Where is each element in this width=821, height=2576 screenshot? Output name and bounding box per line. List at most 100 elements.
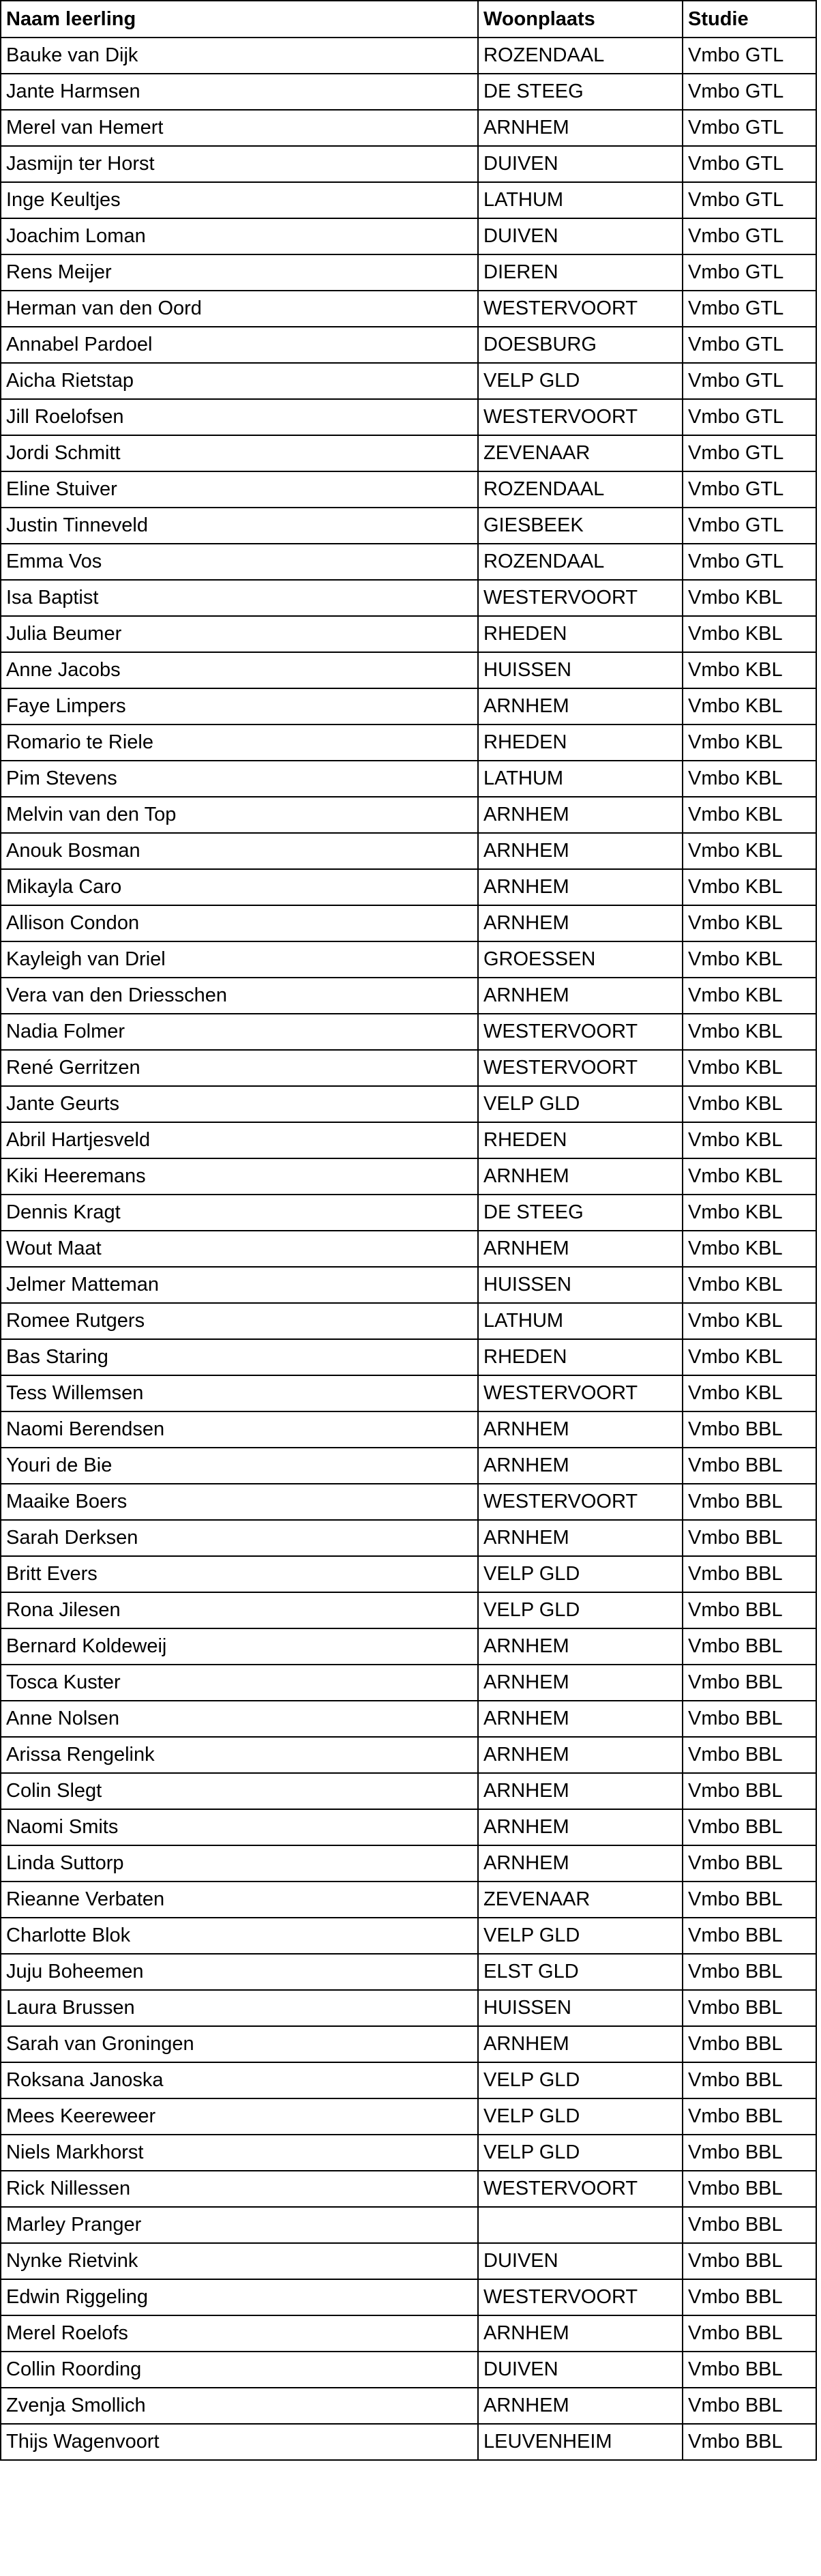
table-row[interactable]: Jante Harmsen DE STEEG Vmbo GTL — [0, 73, 817, 111]
table-row[interactable]: Annabel Pardoel DOESBURG Vmbo GTL — [0, 326, 817, 364]
table-row[interactable]: Rens Meijer DIEREN Vmbo GTL — [0, 254, 817, 291]
table-row[interactable]: Julia Beumer RHEDEN Vmbo KBL — [0, 615, 817, 653]
table-row[interactable]: Bauke van Dijk ROZENDAAL Vmbo GTL — [0, 37, 817, 74]
cell-study-program: Vmbo KBL — [682, 1158, 817, 1195]
cell-student-name: Kayleigh van Driel — [0, 941, 479, 978]
table-row[interactable]: Kiki Heeremans ARNHEM Vmbo KBL — [0, 1158, 817, 1195]
table-row[interactable]: René Gerritzen WESTERVOORT Vmbo KBL — [0, 1049, 817, 1087]
table-row[interactable]: Sarah Derksen ARNHEM Vmbo BBL — [0, 1519, 817, 1557]
table-row[interactable]: Nadia Folmer WESTERVOORT Vmbo KBL — [0, 1013, 817, 1051]
table-row[interactable]: Mees Keereweer VELP GLD Vmbo BBL — [0, 2098, 817, 2135]
cell-student-name: Rona Jilesen — [0, 1592, 479, 1629]
cell-city: ARNHEM — [477, 1772, 683, 1810]
table-row[interactable]: Eline Stuiver ROZENDAAL Vmbo GTL — [0, 471, 817, 508]
cell-study-program: Vmbo KBL — [682, 760, 817, 797]
table-row[interactable]: Bernard Koldeweij ARNHEM Vmbo BBL — [0, 1628, 817, 1665]
cell-student-name: Anne Nolsen — [0, 1700, 479, 1738]
table-row[interactable]: Youri de Bie ARNHEM Vmbo BBL — [0, 1447, 817, 1484]
table-row[interactable]: Linda Suttorp ARNHEM Vmbo BBL — [0, 1845, 817, 1882]
cell-study-program: Vmbo KBL — [682, 688, 817, 725]
cell-city: VELP GLD — [477, 2134, 683, 2171]
cell-student-name: Rieanne Verbaten — [0, 1881, 479, 1918]
table-row[interactable]: Edwin Riggeling WESTERVOORT Vmbo BBL — [0, 2279, 817, 2316]
table-row[interactable]: Wout Maat ARNHEM Vmbo KBL — [0, 1230, 817, 1268]
table-row[interactable]: Tess Willemsen WESTERVOORT Vmbo KBL — [0, 1375, 817, 1412]
table-row[interactable]: Inge Keultjes LATHUM Vmbo GTL — [0, 181, 817, 219]
table-row[interactable]: Jasmijn ter Horst DUIVEN Vmbo GTL — [0, 145, 817, 183]
cell-city: DUIVEN — [477, 145, 683, 183]
table-row[interactable]: Rick Nillessen WESTERVOORT Vmbo BBL — [0, 2170, 817, 2208]
table-row[interactable]: Emma Vos ROZENDAAL Vmbo GTL — [0, 543, 817, 581]
table-row[interactable]: Maaike Boers WESTERVOORT Vmbo BBL — [0, 1483, 817, 1521]
table-row[interactable]: Naomi Berendsen ARNHEM Vmbo BBL — [0, 1411, 817, 1448]
table-row[interactable]: Romario te Riele RHEDEN Vmbo KBL — [0, 724, 817, 761]
table-row[interactable]: Merel van Hemert ARNHEM Vmbo GTL — [0, 109, 817, 147]
cell-city: ARNHEM — [477, 2315, 683, 2352]
cell-city: DE STEEG — [477, 1194, 683, 1231]
cell-city: VELP GLD — [477, 1917, 683, 1955]
table-row[interactable]: Faye Limpers ARNHEM Vmbo KBL — [0, 688, 817, 725]
cell-study-program: Vmbo BBL — [682, 2387, 817, 2425]
table-row[interactable]: Allison Condon ARNHEM Vmbo KBL — [0, 905, 817, 942]
table-row[interactable]: Charlotte Blok VELP GLD Vmbo BBL — [0, 1917, 817, 1955]
table-row[interactable]: Isa Baptist WESTERVOORT Vmbo KBL — [0, 579, 817, 617]
table-row[interactable]: Mikayla Caro ARNHEM Vmbo KBL — [0, 868, 817, 906]
cell-city: RHEDEN — [477, 1338, 683, 1376]
table-row[interactable]: Naomi Smits ARNHEM Vmbo BBL — [0, 1809, 817, 1846]
table-row[interactable]: Melvin van den Top ARNHEM Vmbo KBL — [0, 796, 817, 834]
column-header-city[interactable]: Woonplaats — [477, 0, 683, 38]
cell-student-name: Kiki Heeremans — [0, 1158, 479, 1195]
table-row[interactable]: Britt Evers VELP GLD Vmbo BBL — [0, 1555, 817, 1593]
table-row[interactable]: Joachim Loman DUIVEN Vmbo GTL — [0, 218, 817, 255]
table-row[interactable]: Zvenja Smollich ARNHEM Vmbo BBL — [0, 2387, 817, 2425]
table-row[interactable]: Colin Slegt ARNHEM Vmbo BBL — [0, 1772, 817, 1810]
table-row[interactable]: Bas Staring RHEDEN Vmbo KBL — [0, 1338, 817, 1376]
table-row[interactable]: Thijs Wagenvoort LEUVENHEIM Vmbo BBL — [0, 2423, 817, 2461]
cell-student-name: Romee Rutgers — [0, 1302, 479, 1340]
table-row[interactable]: Romee Rutgers LATHUM Vmbo KBL — [0, 1302, 817, 1340]
cell-study-program: Vmbo BBL — [682, 1592, 817, 1629]
table-row[interactable]: Anne Nolsen ARNHEM Vmbo BBL — [0, 1700, 817, 1738]
cell-study-program: Vmbo BBL — [682, 1736, 817, 1774]
table-row[interactable]: Anouk Bosman ARNHEM Vmbo KBL — [0, 832, 817, 870]
table-row[interactable]: Jelmer Matteman HUISSEN Vmbo KBL — [0, 1266, 817, 1304]
table-row[interactable]: Rona Jilesen VELP GLD Vmbo BBL — [0, 1592, 817, 1629]
table-row[interactable]: Marley Pranger Vmbo BBL — [0, 2206, 817, 2244]
table-row[interactable]: Dennis Kragt DE STEEG Vmbo KBL — [0, 1194, 817, 1231]
table-row[interactable]: Vera van den Driesschen ARNHEM Vmbo KBL — [0, 977, 817, 1014]
column-header-name[interactable]: Naam leerling — [0, 0, 479, 38]
cell-city: ARNHEM — [477, 1447, 683, 1484]
cell-student-name: Rens Meijer — [0, 254, 479, 291]
table-row[interactable]: Tosca Kuster ARNHEM Vmbo BBL — [0, 1664, 817, 1701]
cell-city: ARNHEM — [477, 1230, 683, 1268]
cell-student-name: Vera van den Driesschen — [0, 977, 479, 1014]
table-row[interactable]: Justin Tinneveld GIESBEEK Vmbo GTL — [0, 507, 817, 544]
table-row[interactable]: Rieanne Verbaten ZEVENAAR Vmbo BBL — [0, 1881, 817, 1918]
cell-student-name: Jill Roelofsen — [0, 398, 479, 436]
cell-student-name: Collin Roording — [0, 2351, 479, 2388]
table-row[interactable]: Abril Hartjesveld RHEDEN Vmbo KBL — [0, 1122, 817, 1159]
table-row[interactable]: Juju Boheemen ELST GLD Vmbo BBL — [0, 1953, 817, 1991]
table-row[interactable]: Collin Roording DUIVEN Vmbo BBL — [0, 2351, 817, 2388]
column-header-study[interactable]: Studie — [682, 0, 817, 38]
table-row[interactable]: Jante Geurts VELP GLD Vmbo KBL — [0, 1085, 817, 1123]
table-row[interactable]: Herman van den Oord WESTERVOORT Vmbo GTL — [0, 290, 817, 327]
table-row[interactable]: Jill Roelofsen WESTERVOORT Vmbo GTL — [0, 398, 817, 436]
table-row[interactable]: Laura Brussen HUISSEN Vmbo BBL — [0, 1989, 817, 2027]
table-row[interactable]: Pim Stevens LATHUM Vmbo KBL — [0, 760, 817, 797]
table-row[interactable]: Anne Jacobs HUISSEN Vmbo KBL — [0, 652, 817, 689]
table-row[interactable]: Aicha Rietstap VELP GLD Vmbo GTL — [0, 362, 817, 400]
table-row[interactable]: Jordi Schmitt ZEVENAAR Vmbo GTL — [0, 435, 817, 472]
cell-study-program: Vmbo GTL — [682, 543, 817, 581]
cell-student-name: Youri de Bie — [0, 1447, 479, 1484]
table-row[interactable]: Merel Roelofs ARNHEM Vmbo BBL — [0, 2315, 817, 2352]
cell-student-name: Bas Staring — [0, 1338, 479, 1376]
table-row[interactable]: Kayleigh van Driel GROESSEN Vmbo KBL — [0, 941, 817, 978]
table-row[interactable]: Nynke Rietvink DUIVEN Vmbo BBL — [0, 2242, 817, 2280]
cell-study-program: Vmbo BBL — [682, 1881, 817, 1918]
table-row[interactable]: Roksana Janoska VELP GLD Vmbo BBL — [0, 2062, 817, 2099]
table-row[interactable]: Sarah van Groningen ARNHEM Vmbo BBL — [0, 2025, 817, 2063]
table-row[interactable]: Niels Markhorst VELP GLD Vmbo BBL — [0, 2134, 817, 2171]
cell-city: ZEVENAAR — [477, 435, 683, 472]
table-row[interactable]: Arissa Rengelink ARNHEM Vmbo BBL — [0, 1736, 817, 1774]
